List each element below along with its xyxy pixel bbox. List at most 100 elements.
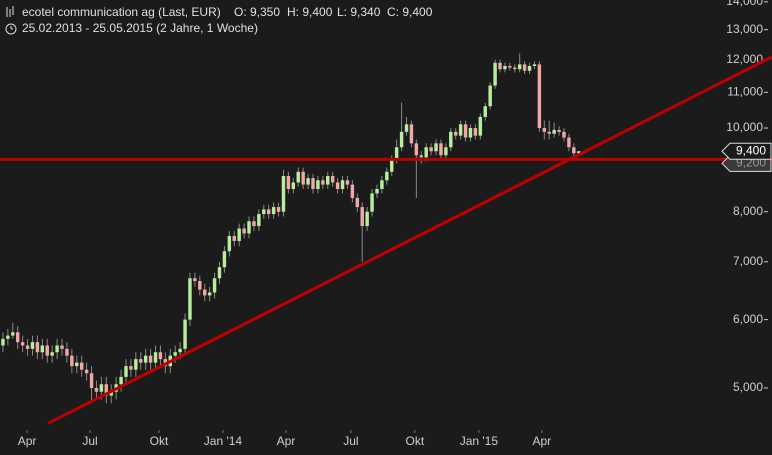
candle <box>360 202 364 262</box>
x-tick-label: Apr <box>18 434 37 448</box>
candle <box>124 359 128 385</box>
candle <box>262 204 266 219</box>
candle-body <box>60 345 64 349</box>
candle <box>567 133 571 152</box>
candle-body <box>158 352 163 360</box>
y-tick-label: 12,000 <box>726 52 763 66</box>
candle-body <box>1 338 5 346</box>
candle <box>153 345 158 370</box>
chart-title: ecotel communication ag (Last, EUR) <box>22 5 221 19</box>
candle <box>562 128 566 142</box>
candle <box>355 193 360 212</box>
candle <box>296 167 300 187</box>
candle <box>453 128 458 140</box>
candle-body <box>89 373 94 388</box>
candle <box>207 286 212 302</box>
candle <box>158 345 163 367</box>
candle <box>311 173 315 194</box>
candle <box>266 204 271 219</box>
candle <box>79 355 84 377</box>
candle <box>40 338 45 360</box>
candle-body <box>532 64 537 66</box>
candle <box>527 62 532 75</box>
candle <box>75 355 79 374</box>
candle-body <box>20 342 25 346</box>
candle <box>276 202 281 217</box>
candle <box>483 102 487 121</box>
header-icon <box>5 6 17 35</box>
candle-body <box>562 131 566 138</box>
candle-body <box>498 62 502 70</box>
candle-body <box>11 332 15 336</box>
candle <box>508 62 512 71</box>
candle <box>488 82 492 110</box>
candle <box>493 59 497 89</box>
candle <box>340 175 345 194</box>
candle-body <box>350 184 355 198</box>
candle <box>15 325 20 349</box>
candle-body <box>527 65 532 71</box>
candle <box>547 120 551 140</box>
candle-body <box>178 348 182 353</box>
candle-body <box>301 171 305 185</box>
candle-body <box>271 207 276 215</box>
candle-body <box>473 128 478 136</box>
candle <box>139 352 143 370</box>
candle <box>375 184 379 198</box>
y-tick-label: 5,000 <box>733 380 763 394</box>
candle <box>286 171 291 194</box>
candle-body <box>276 207 281 212</box>
candle-body <box>104 384 109 396</box>
candle <box>60 338 64 356</box>
candle-body <box>286 175 291 189</box>
candle <box>532 61 537 70</box>
candle-body <box>193 278 197 282</box>
candle <box>301 167 305 189</box>
y-tick-label: 10,000 <box>726 120 763 134</box>
candle <box>217 261 222 284</box>
candle-body <box>306 178 310 185</box>
candle-body <box>148 355 153 363</box>
candle <box>463 120 468 142</box>
candle-body <box>577 151 581 154</box>
candle <box>257 209 261 231</box>
x-tick-label: Jan '15 <box>460 434 499 448</box>
candle-body <box>15 332 20 343</box>
candle-body <box>153 352 158 363</box>
candle <box>434 139 438 156</box>
candle-body <box>222 251 227 268</box>
x-tick-label: Apr <box>277 434 296 448</box>
candle-body <box>242 228 246 234</box>
candle-body <box>35 342 40 353</box>
candle-body <box>79 362 84 370</box>
candle <box>385 167 389 185</box>
candle <box>20 335 25 353</box>
candle <box>45 338 49 363</box>
y-tick-label: 6,000 <box>733 312 763 326</box>
candle-body <box>449 131 453 148</box>
candle <box>222 246 227 273</box>
candle <box>198 275 202 296</box>
candle <box>55 338 59 360</box>
candle-body <box>6 335 10 339</box>
candle <box>449 128 453 152</box>
candle-body <box>552 129 556 134</box>
candle <box>227 230 232 257</box>
candle <box>237 223 241 247</box>
candle <box>203 283 207 302</box>
candle-body <box>109 391 113 396</box>
x-tick-label: Apr <box>533 434 552 448</box>
candle-body <box>124 366 128 377</box>
ohlc-low: L: 9,340 <box>337 5 381 19</box>
candle-body <box>266 209 271 215</box>
candle <box>25 338 30 356</box>
candle-body <box>40 345 45 353</box>
candle-body <box>557 129 561 132</box>
candle-body <box>65 348 69 356</box>
candle-body <box>262 209 266 215</box>
candle-body <box>439 143 443 156</box>
candle-body <box>385 171 389 181</box>
candle <box>370 188 374 217</box>
candle-body <box>345 180 350 185</box>
candle <box>498 59 502 73</box>
